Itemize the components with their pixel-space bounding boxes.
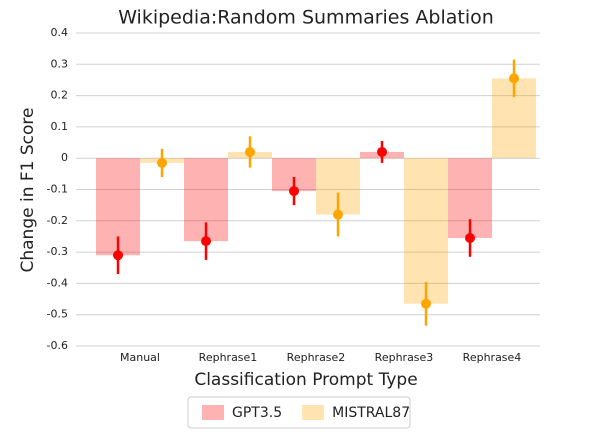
point-marker [509, 73, 519, 84]
x-tick-label: Rephrase3 [375, 351, 434, 364]
y-tick-label: -0.1 [47, 183, 68, 196]
y-tick-label: 0.4 [51, 26, 69, 39]
y-tick-label: -0.5 [47, 308, 68, 321]
x-tick-label: Rephrase2 [287, 351, 346, 364]
y-tick-label: 0.1 [51, 120, 69, 133]
y-tick-label: -0.2 [47, 214, 68, 227]
point-marker [333, 209, 343, 220]
point-marker [113, 250, 123, 261]
y-tick-label: 0.3 [51, 57, 69, 70]
y-tick-label: 0.2 [51, 89, 69, 102]
y-tick-label: -0.3 [47, 245, 68, 258]
x-tick-label: Rephrase1 [199, 351, 258, 364]
point-marker [465, 233, 475, 244]
y-tick-label: -0.4 [47, 276, 68, 289]
legend-box [187, 396, 411, 429]
point-marker [377, 146, 387, 157]
point-marker [289, 186, 299, 197]
bar [404, 158, 448, 304]
y-axis-label: Change in F1 Score [18, 107, 38, 272]
x-tick-label: Rephrase4 [463, 351, 522, 364]
point-marker [421, 298, 431, 309]
legend-swatch [302, 405, 325, 420]
legend-label: MISTRAL87 [332, 405, 410, 421]
point-marker [157, 157, 167, 168]
point-marker [245, 146, 255, 157]
legend-label: GPT3.5 [232, 405, 282, 421]
x-tick-label: Manual [120, 351, 160, 364]
y-tick-label: 0 [61, 151, 68, 164]
x-axis-label: Classification Prompt Type [194, 370, 417, 390]
legend-swatch [202, 405, 224, 420]
point-marker [201, 236, 211, 247]
chart-title: Wikipedia:Random Summaries Ablation [118, 7, 494, 29]
y-tick-label: -0.6 [47, 339, 68, 352]
